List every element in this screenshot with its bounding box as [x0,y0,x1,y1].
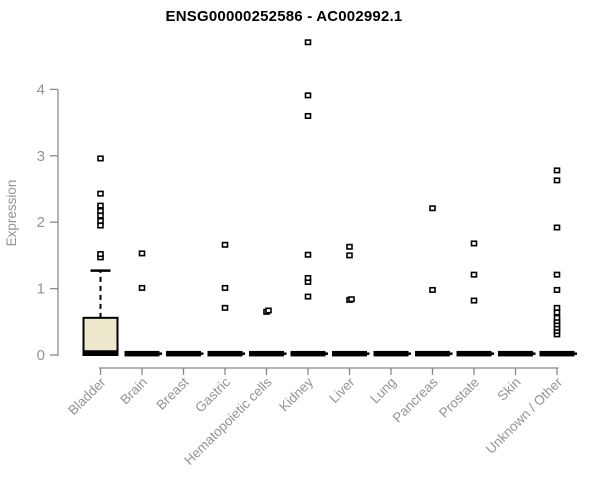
zero-bar-nub [533,352,536,355]
zero-bar [166,350,201,357]
outlier-point [429,205,436,212]
x-category-label: Brain [117,375,150,408]
x-category-label: Liver [326,374,358,406]
outlier-point [221,241,229,248]
outlier-point [265,307,272,314]
median-bar [83,350,118,356]
outlier-point [138,284,146,291]
zero-bar-nub [325,352,328,355]
chart-title: ENSG00000252586 - AC002992.1 [165,8,403,25]
outlier-point [304,112,312,119]
outlier-point [348,296,355,303]
zero-bar-nub [159,352,162,355]
x-category-label: Pancreas [390,374,441,425]
outlier-point [346,252,353,259]
x-category-label: Unknown / Other [483,374,566,457]
outlier-point [429,286,436,293]
x-category-label: Lung [367,375,399,407]
y-tick-label: 0 [37,347,45,364]
zero-bar-nub [450,352,453,355]
outlier-point [304,293,312,300]
y-tick-label: 4 [37,81,45,98]
outlier-point [553,177,561,184]
x-category-label: Skin [494,375,523,404]
outlier-point [304,39,312,46]
outlier-point [138,250,146,257]
x-category-label: Breast [153,374,191,412]
outlier-point [97,251,104,258]
outlier-point [470,297,478,304]
zero-bar-nub [574,352,577,355]
outlier-point [553,224,561,231]
outlier-point [470,240,478,247]
x-category-label: Prostate [436,375,482,421]
outlier-point [346,243,353,250]
zero-bar-nub [491,352,494,355]
outlier-point [97,190,104,197]
outlier-point [97,202,104,209]
outlier-point [553,304,561,311]
outlier-point [221,304,229,311]
outlier-point [304,251,312,258]
outlier-point [553,167,561,174]
zero-bar [373,350,409,357]
zero-bar [249,350,284,357]
y-tick-label: 2 [37,214,45,231]
outlier-point [553,309,561,316]
zero-bar [124,350,160,357]
y-axis-title: Expression [4,180,19,247]
x-category-label: Gastric [192,374,233,415]
outlier-point [97,222,104,229]
y-tick-label: 1 [37,281,45,298]
outlier-point [97,217,104,224]
zero-bar-nub [242,352,245,355]
zero-bar [332,350,367,357]
outlier-point [553,314,561,321]
outlier-point [304,92,312,99]
box [82,316,119,357]
outlier-point [221,284,229,291]
x-category-label: Bladder [65,374,109,418]
zero-bar-nub [201,352,204,355]
y-tick-label: 3 [37,148,45,165]
x-category-label: Kidney [276,374,316,414]
zero-bar-nub [284,352,287,355]
outlier-point [97,212,104,219]
zero-bar [207,350,243,357]
zero-bar [498,350,533,357]
outlier-point [553,271,561,278]
outlier-point [553,286,561,293]
zero-bar [539,350,575,357]
outlier-point [97,207,104,214]
zero-bar-nub [408,352,411,355]
outlier-point [304,274,312,281]
zero-bar [415,350,450,357]
outlier-point [470,271,478,278]
outlier-point [97,155,104,162]
zero-bar [290,350,326,357]
zero-bar-nub [367,352,370,355]
zero-bar [456,350,492,357]
